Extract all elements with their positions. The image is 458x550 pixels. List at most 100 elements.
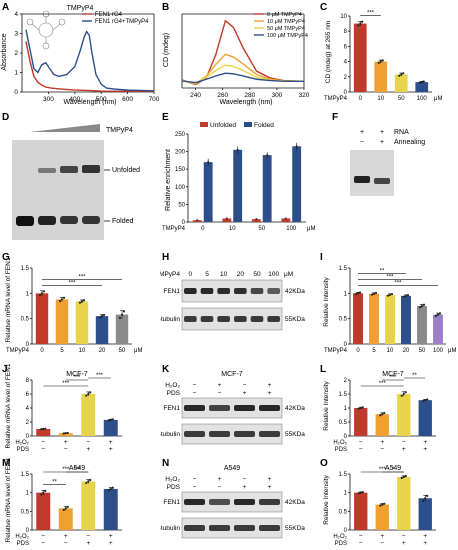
sign: −	[359, 446, 363, 453]
dose-label: 5	[205, 271, 209, 278]
y-tick-label: 0	[344, 342, 348, 348]
y-tick-label: 0	[14, 89, 18, 96]
data-point	[255, 218, 258, 221]
panel-g: G 0 0.5 1 1.5 ****** 0 5 10 20 50 TMPyP4 μM Relativ…	[2, 252, 142, 354]
sign: −	[359, 540, 363, 547]
data-point	[400, 476, 403, 479]
legend-swatch	[200, 122, 208, 127]
x-tick-label: 300	[43, 96, 54, 103]
data-point	[379, 60, 382, 63]
chart-title: A549	[385, 465, 401, 472]
y-axis-label: CD (mdeg) at 265 nm	[325, 21, 332, 84]
data-point	[406, 293, 410, 297]
blot-band	[234, 316, 247, 322]
sign: +	[109, 533, 113, 540]
x-tick-label: 400	[69, 96, 80, 103]
blot-band	[209, 499, 230, 505]
significance-label: ***	[73, 375, 81, 381]
sign: +	[268, 476, 272, 483]
data-point	[354, 293, 358, 296]
data-point	[422, 399, 425, 402]
gel-band	[354, 176, 370, 183]
x-tick-label: 5	[372, 348, 376, 354]
row-label: H₂O₂	[333, 440, 347, 446]
x-tick-label: 700	[149, 96, 160, 103]
panel-letter: B	[162, 2, 169, 13]
row-label: PDS	[167, 390, 181, 397]
data-point	[398, 74, 401, 77]
y-tick-label: 250	[175, 132, 186, 138]
blot-band	[209, 525, 230, 531]
data-point	[357, 24, 360, 27]
x-tick-label: 10	[387, 348, 394, 354]
western-blot-n: A549H₂O₂PDS−+−+−−++FEN142KDaβ-tubulin55K…	[160, 465, 305, 539]
y-tick-label: 0	[26, 434, 30, 440]
chart-title: MCF-7	[66, 371, 87, 378]
data-point	[98, 316, 102, 319]
data-point	[85, 394, 88, 397]
bar	[369, 293, 379, 344]
chart-e-plot: 0 50 100 150 200 250 0 10 50 100 TMPyP4 μM Unfolded F…	[162, 122, 315, 232]
panel-letter: K	[162, 364, 170, 375]
data-point	[207, 161, 210, 164]
blot-band	[209, 431, 230, 437]
blot-strip	[181, 517, 283, 539]
x-axis-label: TMPyP4	[6, 348, 30, 354]
kda-label: 55KDa	[285, 525, 305, 532]
data-point	[400, 394, 403, 397]
legend-entry: 10 μM TMPyP4	[267, 19, 305, 25]
sign: +	[380, 439, 384, 446]
sign: +	[243, 390, 247, 397]
panel-n: N A549H₂O₂PDS−+−+−−++FEN142KDaβ-tubulin5…	[160, 458, 305, 539]
data-point	[426, 494, 429, 497]
data-point	[438, 312, 442, 315]
blot-band	[234, 525, 255, 531]
blot-strip	[181, 307, 283, 331]
y-tick-label: 0.5	[339, 317, 348, 323]
data-point	[107, 489, 110, 492]
y-axis-label: Relative enrichment	[165, 149, 172, 211]
y-tick-label: 100	[175, 185, 186, 191]
series-line	[181, 72, 304, 84]
y-axis-label: Relative mRNA level of FEN1	[5, 257, 12, 342]
row-label: PDS	[335, 447, 347, 453]
sign: −	[193, 484, 197, 491]
y-tick-label: 1	[26, 291, 30, 297]
data-point	[40, 493, 43, 496]
data-point	[379, 414, 382, 417]
x-axis-label: Wavelength (nm)	[63, 99, 116, 106]
significance-label: ***	[73, 467, 81, 473]
sign: −	[360, 139, 364, 146]
bar	[36, 429, 51, 436]
y-tick-label: 1.5	[21, 266, 30, 272]
x-tick-label: 0	[356, 348, 360, 354]
chart-title: TMPyP4	[67, 5, 94, 12]
blot-band	[259, 525, 280, 531]
bar	[103, 488, 118, 530]
blot-band	[250, 288, 264, 294]
data-point	[356, 292, 360, 295]
y-axis-label: Absorbance	[1, 33, 8, 70]
data-point	[381, 59, 384, 62]
panel-letter: F	[332, 112, 338, 123]
data-point	[422, 499, 425, 502]
y-tick-label: 1.5	[21, 472, 30, 478]
sign: +	[423, 533, 427, 540]
data-point	[420, 81, 423, 84]
concentration-ramp	[30, 124, 100, 132]
y-tick-label: 4	[344, 60, 348, 66]
x-tick-label: 320	[299, 92, 310, 99]
y-tick-label: 8	[26, 378, 30, 384]
data-point	[402, 392, 405, 396]
blot-strip	[181, 279, 283, 303]
x-axis-label: TMPyP4	[162, 226, 186, 232]
data-point	[107, 419, 110, 422]
y-tick-label: 2	[26, 420, 30, 426]
chart-title: A549	[69, 465, 85, 472]
unit-label: μM	[134, 348, 142, 354]
y-tick-label: 0.5	[21, 509, 30, 515]
data-point	[87, 480, 90, 483]
data-point	[359, 406, 362, 410]
x-tick-label: 10	[377, 96, 384, 102]
